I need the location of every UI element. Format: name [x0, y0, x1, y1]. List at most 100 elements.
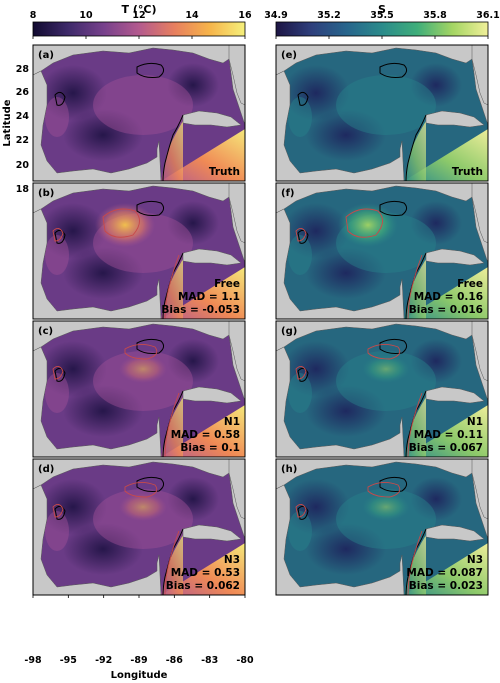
- experiment-label: Free: [457, 278, 483, 290]
- bias-label: Bias = 0.067: [409, 442, 483, 454]
- contour-truth-west: [54, 229, 66, 244]
- contour-truth: [136, 338, 165, 354]
- land-north: [32, 458, 246, 540]
- bias-label: Bias = 0.062: [166, 580, 240, 592]
- contour-model: [367, 482, 401, 498]
- colorbar-tick-label: 16: [238, 10, 252, 21]
- contour-model: [345, 208, 383, 238]
- contour-truth-west: [297, 367, 309, 382]
- bias-label: Bias = 0.1: [180, 442, 240, 454]
- experiment-label: Truth: [452, 166, 483, 178]
- land-west: [275, 208, 405, 320]
- loop-current-contour: [405, 114, 427, 182]
- contour-truth-west: [297, 229, 309, 244]
- contour-truth: [379, 338, 408, 354]
- panel-label: (f): [281, 188, 295, 199]
- contour-truth: [136, 476, 165, 492]
- land-west: [32, 70, 162, 182]
- experiment-label: Truth: [209, 166, 240, 178]
- panel-label: (b): [38, 188, 54, 199]
- land-north: [275, 182, 489, 264]
- mad-label: MAD = 1.1: [178, 291, 240, 303]
- contour-model: [124, 482, 158, 498]
- contour-model: [367, 344, 401, 360]
- bias-label: Bias = 0.016: [409, 304, 483, 316]
- colorbar-tick-label: 36.1: [476, 10, 499, 21]
- bias-label: Bias = -0.053: [161, 304, 240, 316]
- experiment-label: N1: [467, 416, 483, 428]
- y-tick-label: 20: [16, 160, 30, 171]
- land-west: [32, 208, 162, 320]
- contour-truth-west: [297, 91, 309, 106]
- y-axis-label: Latitude: [2, 99, 13, 146]
- contour-model: [102, 208, 140, 238]
- experiment-label: N1: [224, 416, 240, 428]
- panel-label: (e): [281, 50, 297, 61]
- contour-truth-west: [54, 505, 66, 520]
- panel-label: (a): [38, 50, 54, 61]
- y-tick-label: 22: [16, 135, 29, 146]
- x-tick-label: -89: [130, 655, 147, 666]
- island-cuba: [182, 248, 242, 266]
- colorbar-tick-label: 14: [185, 10, 199, 21]
- x-tick-label: -86: [166, 655, 184, 666]
- y-tick-label: 24: [16, 111, 30, 122]
- colorbar-temperature-title: T (°C): [122, 3, 157, 16]
- x-tick-label: -98: [24, 655, 42, 666]
- land-north: [275, 458, 489, 540]
- x-axis-label: Longitude: [111, 670, 168, 681]
- colorbar-salinity: S 34.9 35.2 35.5 35.8 36.1: [264, 3, 500, 39]
- colorbar-tick-label: 35.8: [423, 10, 447, 21]
- land-west: [275, 484, 405, 596]
- mad-label: MAD = 0.53: [171, 567, 240, 579]
- contour-truth: [136, 62, 165, 78]
- land-west: [275, 70, 405, 182]
- colorbar-salinity-title: S: [378, 3, 386, 16]
- contour-truth: [379, 62, 408, 78]
- island-cuba: [182, 524, 242, 542]
- contour-truth: [379, 476, 408, 492]
- x-tick-label: -80: [236, 655, 254, 666]
- colorbar-tick-label: 35.2: [317, 10, 340, 21]
- panel-label: (g): [281, 326, 297, 337]
- island-cuba: [425, 386, 485, 404]
- mad-label: MAD = 0.58: [171, 429, 240, 441]
- colorbar-tick-label: 35.5: [370, 10, 393, 21]
- land-north: [32, 182, 246, 264]
- y-tick-label: 26: [16, 87, 30, 98]
- map-panel-a: (a) Truth: [32, 44, 246, 182]
- map-panel-e: (e) Truth: [275, 44, 489, 182]
- contour-truth-west: [297, 505, 309, 520]
- x-tick-label: -92: [95, 655, 112, 666]
- contour-truth-west: [54, 367, 66, 382]
- panel-label: (d): [38, 464, 54, 475]
- island-cuba: [425, 524, 485, 542]
- experiment-label: N3: [224, 554, 240, 566]
- bias-label: Bias = 0.023: [409, 580, 483, 592]
- island-cuba: [425, 248, 485, 266]
- panel-label: (h): [281, 464, 297, 475]
- colorbar-tick-label: 34.9: [264, 10, 287, 21]
- mad-label: MAD = 0.11: [414, 429, 483, 441]
- island-cuba: [182, 110, 242, 128]
- land-west: [32, 484, 162, 596]
- land-north: [275, 320, 489, 402]
- y-tick-label: 28: [16, 64, 30, 75]
- land-west: [32, 346, 162, 458]
- land-north: [275, 44, 489, 126]
- colorbar-tick-label: 12: [132, 10, 145, 21]
- mad-label: MAD = 0.087: [406, 567, 483, 579]
- contour-model: [124, 344, 158, 360]
- experiment-label: Free: [214, 278, 240, 290]
- loop-current-contour: [162, 114, 184, 182]
- y-tick-label: 18: [16, 184, 30, 195]
- island-cuba: [182, 386, 242, 404]
- experiment-label: N3: [467, 554, 483, 566]
- land-west: [275, 346, 405, 458]
